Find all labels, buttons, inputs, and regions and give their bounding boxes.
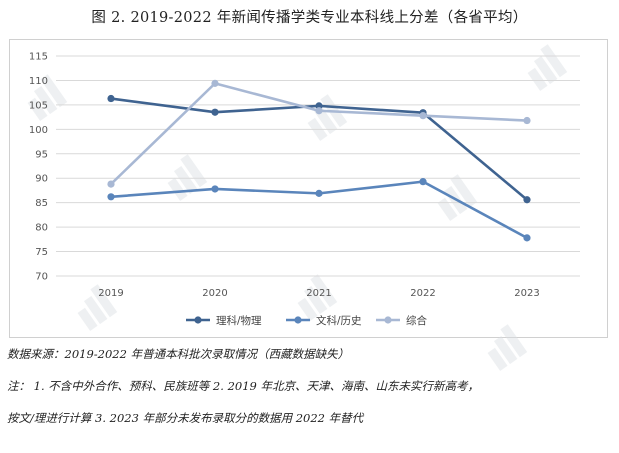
- y-tick-label: 85: [35, 198, 48, 209]
- watermark-bar: [487, 347, 508, 371]
- watermark-layer: [27, 44, 568, 371]
- watermark-bar: [173, 165, 198, 195]
- watermark-bar: [500, 324, 528, 358]
- watermark-bar: [33, 85, 58, 115]
- data-point: [107, 180, 115, 188]
- legend-label: 综合: [406, 314, 427, 327]
- chart-title: 图 2. 2019-2022 年新闻传播学类专业本科线上分差（各省平均）: [91, 10, 528, 26]
- watermark-bar: [180, 154, 208, 188]
- watermark-bar: [493, 335, 518, 365]
- data-point: [523, 234, 531, 242]
- data-point: [107, 193, 115, 201]
- watermark: [27, 74, 68, 121]
- y-tick-label: 105: [29, 100, 48, 111]
- x-tick-label: 2023: [514, 288, 539, 299]
- footnote-line-2: 按文/理进行计算 3. 2023 年部分未发布录取分的数据用 2022 年替代: [7, 411, 364, 425]
- y-axis-ticks: 70 75 80 85 90 95 100 105 110 115: [29, 52, 48, 283]
- watermark: [527, 44, 568, 91]
- x-tick-label: 2021: [306, 288, 331, 299]
- y-tick-label: 90: [35, 174, 48, 185]
- legend-marker: [384, 316, 392, 324]
- x-tick-label: 2019: [98, 288, 123, 299]
- watermark-bar: [40, 74, 68, 108]
- watermark: [487, 324, 528, 371]
- watermark: [167, 154, 208, 201]
- data-point: [523, 196, 531, 204]
- watermark-bar: [450, 174, 478, 208]
- y-tick-label: 110: [29, 76, 48, 87]
- legend-label: 文科/历史: [316, 314, 362, 327]
- data-point: [315, 189, 323, 197]
- data-source-note: 数据来源：2019-2022 年普通本科批次录取情况（西藏数据缺失）: [7, 347, 350, 361]
- data-point: [419, 112, 427, 120]
- legend-marker: [294, 316, 302, 324]
- series-layer: [107, 79, 531, 242]
- footnote-line-1: 注： 1. 不含中外合作、预科、民族班等 2. 2019 年北京、天津、海南、山…: [7, 379, 479, 393]
- watermark-bar: [533, 55, 558, 85]
- data-point: [107, 94, 115, 103]
- data-point: [315, 107, 323, 115]
- watermark-bar: [90, 284, 118, 318]
- data-point: [523, 116, 531, 125]
- data-point: [419, 178, 427, 186]
- data-point: [211, 79, 219, 87]
- x-axis-ticks: 2019 2020 2021 2022 2023: [98, 288, 539, 299]
- watermark-bar: [27, 97, 48, 121]
- watermark-bar: [167, 177, 188, 201]
- legend: 理科/物理 文科/历史 综合: [186, 314, 427, 327]
- gridlines: [56, 55, 580, 277]
- x-tick-label: 2022: [410, 288, 435, 299]
- legend-label: 理科/物理: [216, 314, 262, 327]
- y-tick-label: 70: [35, 272, 48, 283]
- y-tick-label: 100: [29, 125, 48, 136]
- watermark-bar: [527, 67, 548, 91]
- data-point: [211, 185, 219, 193]
- watermark-bar: [297, 297, 318, 321]
- y-tick-label: 75: [35, 247, 48, 258]
- watermark-bar: [540, 44, 568, 78]
- chart-frame: [9, 39, 608, 338]
- watermark-bar: [77, 307, 98, 331]
- watermark: [77, 284, 118, 331]
- watermark-bar: [437, 197, 458, 221]
- watermark: [307, 94, 348, 141]
- data-point: [211, 108, 219, 116]
- watermark-bar: [310, 274, 338, 308]
- y-tick-label: 95: [35, 149, 48, 160]
- legend-marker: [194, 316, 202, 324]
- watermark-bar: [303, 285, 328, 315]
- y-tick-label: 115: [29, 52, 48, 63]
- watermark: [297, 274, 338, 321]
- y-tick-label: 80: [35, 223, 48, 234]
- x-tick-label: 2020: [202, 288, 227, 299]
- watermark-bar: [83, 295, 108, 325]
